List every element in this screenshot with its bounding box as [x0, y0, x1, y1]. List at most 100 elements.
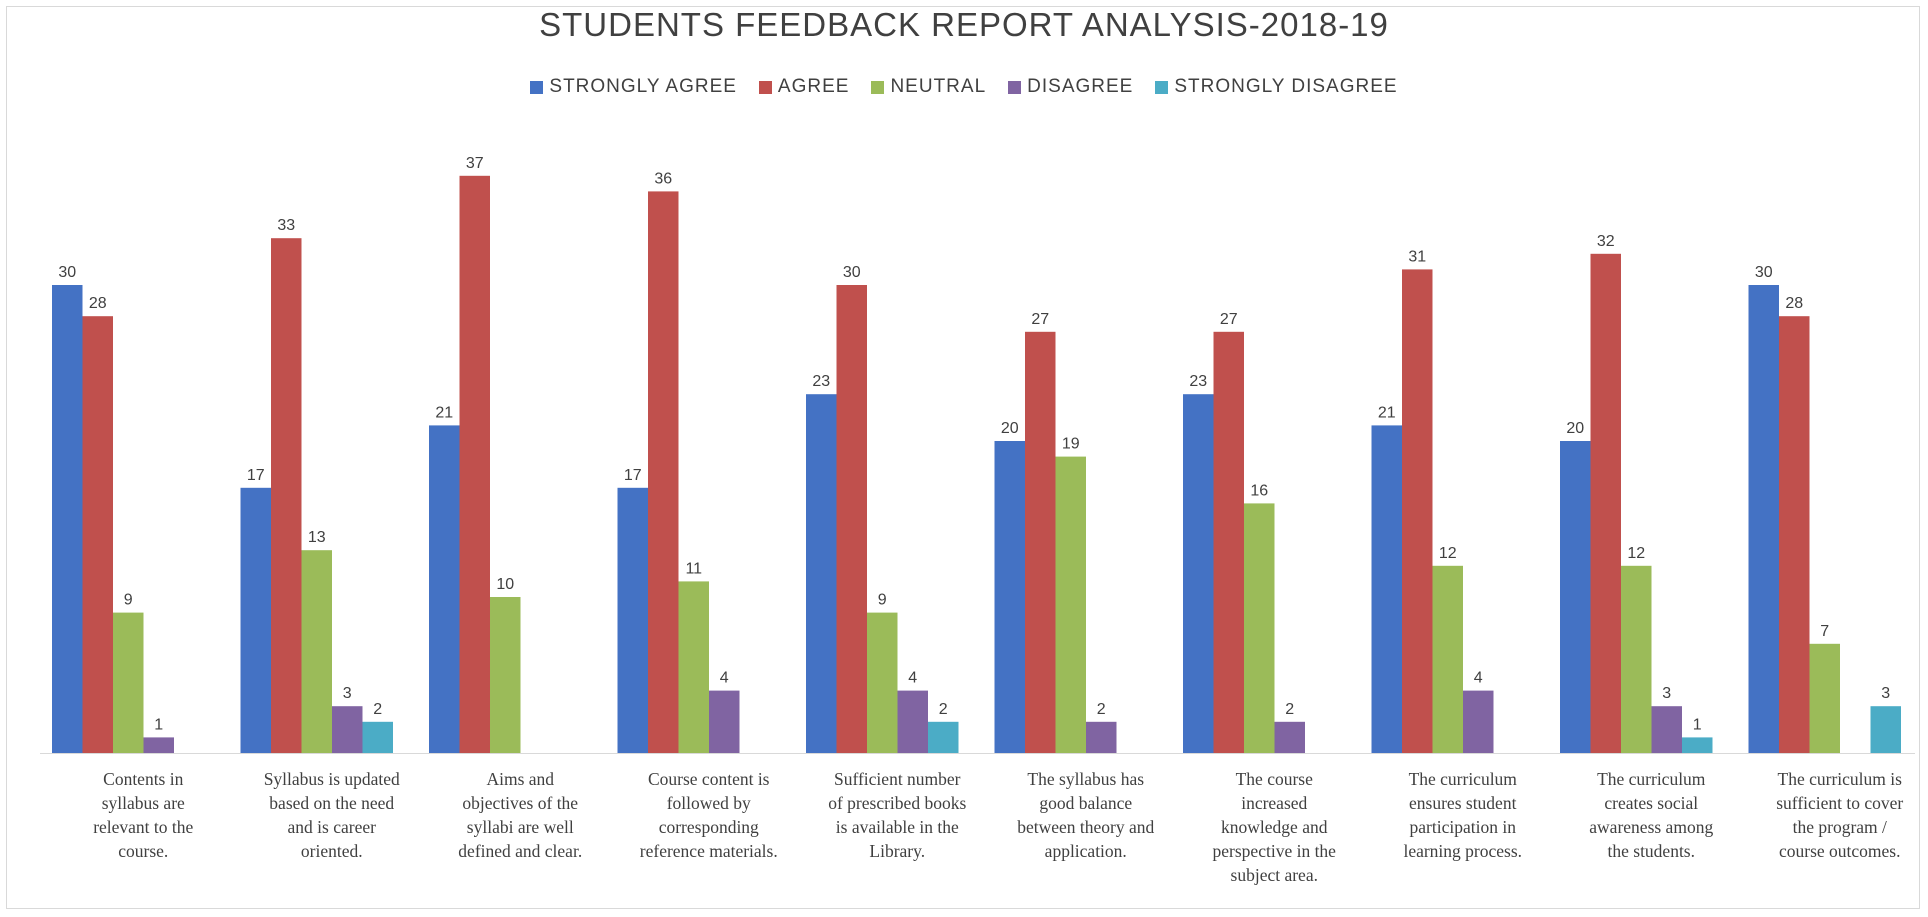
bar — [836, 285, 867, 753]
category-label: syllabi are well — [467, 817, 574, 837]
category-label: Syllabus is updated — [264, 769, 400, 789]
bar — [1779, 316, 1810, 753]
category-label: defined and clear. — [458, 841, 582, 861]
bar — [459, 175, 490, 754]
legend-label: STRONGLY AGREE — [549, 76, 737, 97]
bar — [806, 394, 837, 753]
data-label: 11 — [685, 560, 702, 577]
category-label: ensures student — [1409, 793, 1517, 813]
data-label: 9 — [124, 592, 133, 609]
category-label: Sufficient number — [834, 769, 961, 789]
bar — [928, 721, 959, 753]
category-label: Library. — [869, 841, 925, 861]
data-label: 2 — [1097, 701, 1106, 718]
bar — [1432, 565, 1463, 753]
data-label: 4 — [1474, 670, 1483, 687]
bar — [897, 690, 928, 753]
legend-item: DISAGREE — [1008, 76, 1133, 98]
bar — [867, 612, 898, 753]
category-label: course. — [118, 841, 168, 861]
bar — [678, 581, 709, 753]
bar — [240, 487, 271, 753]
bar — [1682, 737, 1713, 753]
data-label: 32 — [1597, 233, 1615, 250]
data-label: 27 — [1031, 311, 1049, 328]
bar — [617, 487, 648, 753]
bar — [271, 238, 302, 753]
data-label: 23 — [1189, 373, 1207, 390]
category-label: The syllabus has — [1027, 769, 1144, 789]
bar — [994, 441, 1025, 753]
data-label: 31 — [1408, 248, 1426, 265]
category-label: participation in — [1410, 817, 1517, 837]
data-label: 2 — [939, 701, 948, 718]
category-label: followed by — [667, 793, 751, 813]
category-label: is available in the — [836, 817, 959, 837]
category-label: good balance — [1039, 793, 1132, 813]
data-label: 7 — [1820, 623, 1829, 640]
legend-label: STRONGLY DISAGREE — [1174, 76, 1398, 97]
data-label: 37 — [466, 155, 484, 172]
category-label: relevant to the — [93, 817, 193, 837]
data-label: 3 — [343, 685, 352, 702]
legend-label: AGREE — [777, 76, 850, 97]
bar — [1055, 456, 1086, 753]
data-label: 12 — [1439, 545, 1457, 562]
category-label: course outcomes. — [1779, 841, 1901, 861]
category-label: subject area. — [1231, 865, 1318, 885]
bar — [52, 285, 83, 753]
chart-title: STUDENTS FEEDBACK REPORT ANALYSIS-2018-1… — [539, 6, 1389, 43]
data-label: 30 — [843, 264, 861, 281]
category-label: The curriculum — [1409, 769, 1518, 789]
category-label: sufficient to cover — [1776, 793, 1903, 813]
bar — [1244, 503, 1275, 753]
bar — [490, 597, 521, 753]
bar — [1213, 331, 1244, 753]
data-label: 4 — [720, 670, 729, 687]
bar — [113, 612, 144, 753]
data-label: 30 — [1755, 264, 1773, 281]
data-label: 12 — [1627, 545, 1645, 562]
data-label: 9 — [878, 592, 887, 609]
legend-label: DISAGREE — [1027, 76, 1134, 97]
bar — [1651, 706, 1682, 753]
data-label: 17 — [624, 467, 642, 484]
legend-swatch — [1155, 80, 1169, 94]
data-label: 19 — [1062, 436, 1080, 453]
category-label: syllabus are — [102, 793, 185, 813]
data-label: 2 — [1285, 701, 1294, 718]
legend-item: STRONGLY DISAGREE — [1155, 76, 1397, 98]
category-label: of prescribed books — [828, 793, 966, 813]
data-label: 28 — [1785, 295, 1803, 312]
bar — [1183, 394, 1214, 753]
category-label: increased — [1241, 793, 1307, 813]
category-label: awareness among — [1589, 817, 1713, 837]
data-label: 3 — [1881, 685, 1890, 702]
bar — [332, 706, 363, 753]
bar — [709, 690, 740, 753]
category-label: The curriculum — [1597, 769, 1706, 789]
bar — [648, 191, 679, 753]
chart-legend: STRONGLY AGREE AGREE NEUTRAL DISAGREE STRONG… — [0, 76, 1928, 98]
data-label: 33 — [277, 217, 295, 234]
legend-swatch — [871, 80, 885, 94]
legend-swatch — [530, 80, 544, 94]
legend-item: NEUTRAL — [871, 76, 986, 98]
bar — [1371, 425, 1402, 753]
category-label: and is career — [288, 817, 377, 837]
category-label: The course — [1236, 769, 1313, 789]
category-label: The curriculum is — [1778, 769, 1903, 789]
category-label: perspective in the — [1213, 841, 1337, 861]
bar — [82, 316, 113, 753]
category-label: reference materials. — [640, 841, 778, 861]
bar — [1621, 565, 1652, 753]
bar — [1025, 331, 1056, 753]
data-label: 27 — [1220, 311, 1238, 328]
legend-swatch — [1008, 80, 1022, 94]
category-label: oriented. — [301, 841, 363, 861]
data-label: 16 — [1250, 482, 1268, 499]
category-label: learning process. — [1403, 841, 1522, 861]
data-label: 10 — [496, 576, 514, 593]
legend-label: NEUTRAL — [890, 76, 987, 97]
